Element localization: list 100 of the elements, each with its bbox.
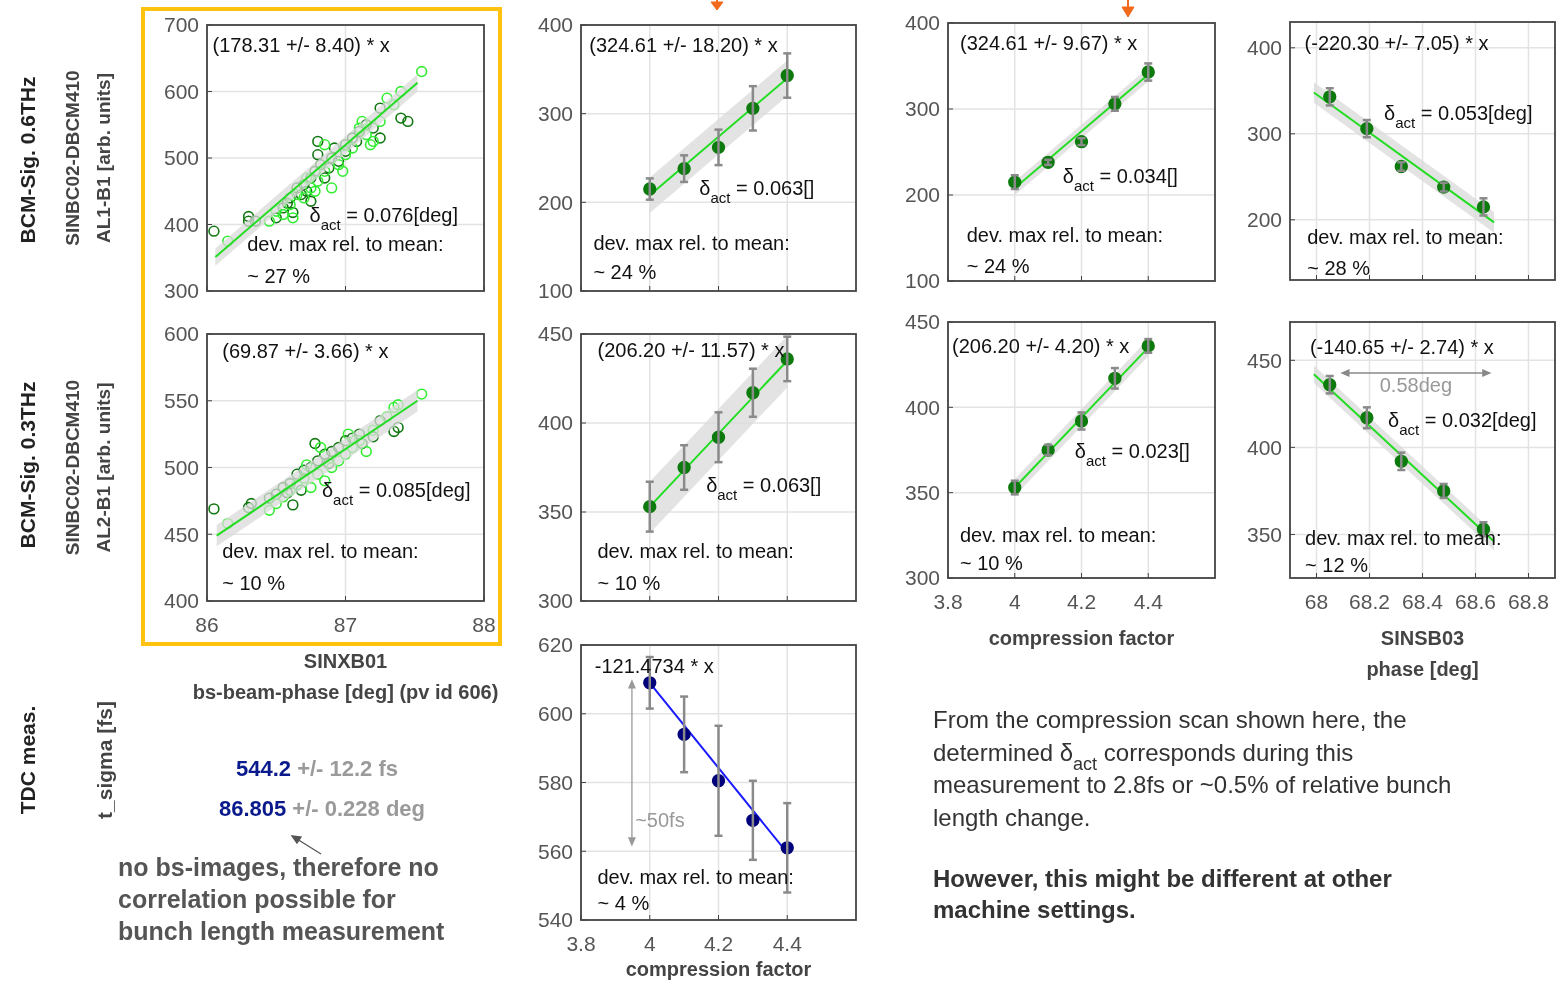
y-tick-label: 300 <box>163 279 199 303</box>
y-tick-label: 350 <box>537 500 573 524</box>
y-tick-label: 450 <box>1246 348 1282 372</box>
text: However, this might be different at other machine settings. <box>933 865 1392 923</box>
x-tick-label: 3.8 <box>933 590 963 613</box>
text: From the compression scan shown here, the determined δ$_{act}$ corresponds during this measurement to 2.8fs or ~0.5% of relative bunch length change. <box>933 706 1452 831</box>
annotation: (69.87 +/- 3.66) * x <box>222 340 389 363</box>
y-tick-label: 100 <box>904 269 940 293</box>
annotation: δ$_{act}$ = 0.053[deg] <box>1384 102 1533 131</box>
x-tick-label: 4.2 <box>1066 590 1097 613</box>
x-tick-label: 87 <box>333 613 358 636</box>
annotation: ~ 12 % <box>1305 553 1369 576</box>
x-tick-label: 4 <box>643 932 656 955</box>
annotation: δ$_{act}$ = 0.076[deg] <box>309 203 458 233</box>
y-axis-title: SINBC02-DBCM410 AL1-B1 [arb. units] <box>62 70 114 246</box>
y-tick-label: 450 <box>537 322 573 346</box>
annotation: ~ 10 % <box>222 572 286 595</box>
y-tick-label: 200 <box>904 183 940 207</box>
y-tick-label: 550 <box>163 389 199 413</box>
y-tick-label: 400 <box>537 13 573 37</box>
x-tick-label: 68.2 <box>1349 590 1390 613</box>
annotation: δ$_{act}$ = 0.085[deg] <box>321 478 471 508</box>
annotation: ~ 4 % <box>597 892 650 915</box>
text: 86.805 +/- 0.228 deg <box>218 796 426 821</box>
annotation: ~ 24 % <box>593 261 657 284</box>
annotation: ~ 27 % <box>247 265 311 288</box>
y-tick-label: 400 <box>904 395 940 419</box>
y-tick-label: 400 <box>1246 36 1282 60</box>
text: BCM-Sig. 0.3THz <box>16 381 39 549</box>
y-tick-label: 500 <box>163 146 199 170</box>
y-tick-label: 350 <box>904 481 940 505</box>
y-tick-label: 300 <box>904 566 940 590</box>
y-tick-label: 400 <box>537 411 573 435</box>
x-tick-label: 4 <box>1008 590 1021 613</box>
annotation: dev. max rel. to mean: <box>597 866 794 889</box>
annotation: ~ 24 % <box>966 255 1030 278</box>
y-tick-label: 600 <box>163 322 199 346</box>
annotation: dev. max rel. to mean: <box>966 224 1164 247</box>
annotation: dev. max rel. to mean: <box>1305 526 1502 549</box>
y-tick-label: 560 <box>537 839 573 863</box>
y-tick-label: 620 <box>537 633 573 657</box>
y-tick-label: 500 <box>163 455 199 479</box>
y-tick-label: 300 <box>537 102 573 126</box>
annotation: δ$_{act}$ = 0.063[] <box>699 177 815 206</box>
annotation: (206.20 +/- 11.57) * x <box>597 338 785 361</box>
annotation: dev. max rel. to mean: <box>222 540 419 563</box>
y-tick-label: 200 <box>537 190 573 214</box>
y-tick-label: 540 <box>537 908 573 932</box>
text: no bs-images, therefore no correlation possible for bunch length measurement <box>118 853 446 945</box>
annotation: (178.31 +/- 8.40) * x <box>212 33 390 56</box>
annotation: dev. max rel. to mean: <box>597 540 794 563</box>
text: t_sigma [fs] <box>93 701 116 819</box>
annotation: dev. max rel. to mean: <box>1307 225 1504 248</box>
y-tick-label: 400 <box>1246 435 1282 459</box>
y-tick-label: 100 <box>537 279 573 303</box>
y-tick-label: 300 <box>904 97 940 121</box>
annotation: 0.58deg <box>1379 373 1453 396</box>
y-tick-label: 450 <box>904 310 940 334</box>
annotation: (324.61 +/- 18.20) * x <box>589 33 778 56</box>
x-tick-label: 68 <box>1304 590 1329 613</box>
x-tick-label: 4.4 <box>1133 590 1164 613</box>
annotation: dev. max rel. to mean: <box>247 233 444 256</box>
annotation: dev. max rel. to mean: <box>593 231 790 254</box>
y-tick-label: 400 <box>904 11 940 35</box>
annotation: (-220.30 +/- 7.05) * x <box>1304 32 1489 55</box>
x-tick-label: 68.8 <box>1508 590 1549 613</box>
y-tick-label: 300 <box>537 589 573 613</box>
x-axis-title: SINXB01 bs-beam-phase [deg] (pv id 606) <box>192 650 499 703</box>
annotation: (206.20 +/- 4.20) * x <box>952 334 1130 357</box>
x-tick-label: 68.4 <box>1402 590 1444 613</box>
y-tick-label: 600 <box>537 702 573 726</box>
x-tick-label: 4.2 <box>703 932 734 955</box>
x-tick-label: 88 <box>472 613 496 636</box>
annotation: δ$_{act}$ = 0.023[] <box>1074 439 1190 469</box>
annotation: ~ 28 % <box>1307 256 1371 279</box>
y-tick-label: 200 <box>1246 208 1282 232</box>
annotation: δ$_{act}$ = 0.034[] <box>1062 164 1178 194</box>
annotation: ~ 10 % <box>597 572 661 595</box>
y-tick-label: 450 <box>163 522 199 546</box>
y-tick-label: 400 <box>163 589 199 613</box>
text: 544.2 +/- 12.2 fs <box>235 756 399 781</box>
x-axis-title: compression factor <box>625 958 812 980</box>
y-tick-label: 580 <box>537 770 573 794</box>
y-tick-label: 400 <box>163 212 199 236</box>
x-axis-title: SINSB03 phase [deg] <box>1366 627 1479 680</box>
annotation: dev. max rel. to mean: <box>960 524 1157 547</box>
x-tick-label: 4.4 <box>772 932 803 955</box>
text: TDC meas. <box>16 705 39 815</box>
annotation: ~50fs <box>635 808 685 831</box>
x-axis-title: compression factor <box>988 627 1175 649</box>
y-tick-label: 350 <box>1246 522 1282 546</box>
annotation: -121.4734 * x <box>594 654 714 677</box>
y-tick-label: 700 <box>163 13 199 37</box>
x-tick-label: 86 <box>195 613 219 636</box>
x-tick-label: 3.8 <box>566 932 596 955</box>
annotation: δ$_{act}$ = 0.063[] <box>706 473 822 503</box>
x-tick-label: 68.6 <box>1455 590 1496 613</box>
text: BCM-Sig. 0.6THz <box>16 76 39 244</box>
annotation: ~ 10 % <box>960 552 1024 575</box>
annotation: (-140.65 +/- 2.74) * x <box>1309 336 1494 358</box>
